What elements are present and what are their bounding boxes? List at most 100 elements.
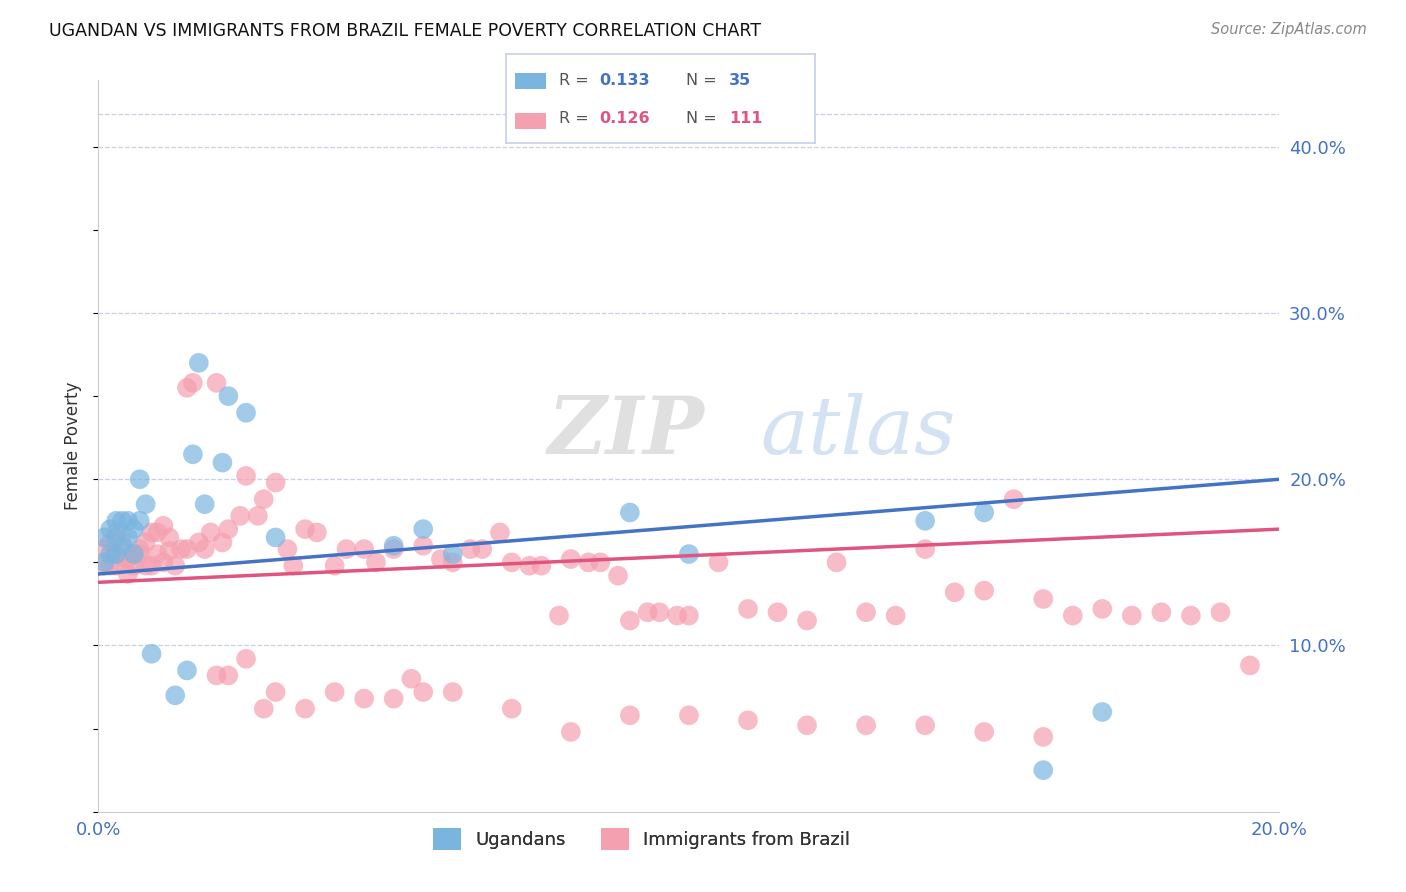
- Point: [666, 608, 689, 623]
- Point: [111, 535, 134, 549]
- Point: [678, 547, 700, 561]
- Point: [122, 558, 145, 573]
- Point: [135, 535, 157, 549]
- Text: 0.133: 0.133: [599, 73, 650, 87]
- Point: [796, 718, 818, 732]
- Point: [501, 555, 523, 569]
- Point: [93, 530, 115, 544]
- Point: [648, 605, 671, 619]
- Point: [176, 542, 198, 557]
- Point: [619, 708, 641, 723]
- Text: 35: 35: [728, 73, 751, 87]
- Point: [98, 547, 121, 561]
- Point: [914, 514, 936, 528]
- Point: [973, 583, 995, 598]
- Y-axis label: Female Poverty: Female Poverty: [65, 382, 83, 510]
- Text: atlas: atlas: [759, 392, 955, 470]
- Point: [364, 555, 387, 569]
- Point: [181, 447, 204, 461]
- Text: R =: R =: [558, 73, 593, 87]
- Point: [943, 585, 966, 599]
- Point: [135, 497, 157, 511]
- Point: [157, 530, 180, 544]
- Point: [460, 542, 482, 557]
- Point: [619, 614, 641, 628]
- Point: [1180, 608, 1202, 623]
- Point: [294, 522, 316, 536]
- Point: [105, 514, 128, 528]
- Bar: [516, 113, 547, 129]
- Point: [1091, 602, 1114, 616]
- Point: [93, 555, 115, 569]
- Point: [276, 542, 298, 557]
- Point: [111, 539, 134, 553]
- Point: [737, 714, 759, 728]
- Point: [194, 542, 217, 557]
- Point: [111, 550, 134, 565]
- Point: [246, 508, 269, 523]
- Text: 0.126: 0.126: [599, 112, 650, 126]
- Point: [128, 547, 150, 561]
- Point: [914, 542, 936, 557]
- Text: N =: N =: [686, 73, 721, 87]
- Point: [412, 539, 434, 553]
- Point: [855, 718, 877, 732]
- Point: [430, 552, 453, 566]
- Point: [217, 668, 239, 682]
- Point: [796, 614, 818, 628]
- Point: [141, 647, 163, 661]
- Point: [855, 605, 877, 619]
- Point: [589, 555, 612, 569]
- Point: [637, 605, 659, 619]
- Point: [105, 525, 128, 540]
- Point: [93, 558, 115, 573]
- Point: [93, 542, 115, 557]
- Point: [205, 668, 228, 682]
- Point: [825, 555, 848, 569]
- Point: [283, 558, 305, 573]
- Point: [766, 605, 789, 619]
- Point: [187, 535, 209, 549]
- Point: [1209, 605, 1232, 619]
- Point: [264, 685, 287, 699]
- Point: [117, 552, 139, 566]
- Point: [578, 555, 600, 569]
- Point: [152, 518, 174, 533]
- Point: [619, 506, 641, 520]
- Point: [117, 530, 139, 544]
- Point: [737, 602, 759, 616]
- Point: [441, 547, 464, 561]
- Point: [1032, 763, 1054, 777]
- Point: [165, 689, 187, 703]
- Point: [323, 685, 346, 699]
- Legend: Ugandans, Immigrants from Brazil: Ugandans, Immigrants from Brazil: [426, 821, 858, 857]
- Point: [141, 525, 163, 540]
- Point: [211, 535, 233, 549]
- Point: [170, 542, 193, 557]
- Point: [914, 718, 936, 732]
- Point: [176, 664, 198, 678]
- Point: [253, 701, 276, 715]
- Point: [678, 708, 700, 723]
- Point: [323, 558, 346, 573]
- Bar: [516, 73, 547, 89]
- Point: [117, 567, 139, 582]
- Text: UGANDAN VS IMMIGRANTS FROM BRAZIL FEMALE POVERTY CORRELATION CHART: UGANDAN VS IMMIGRANTS FROM BRAZIL FEMALE…: [49, 22, 761, 40]
- Point: [181, 376, 204, 390]
- Point: [382, 539, 405, 553]
- Point: [146, 547, 169, 561]
- Point: [157, 543, 180, 558]
- Point: [560, 552, 582, 566]
- Point: [98, 535, 121, 549]
- Point: [128, 514, 150, 528]
- Text: Source: ZipAtlas.com: Source: ZipAtlas.com: [1211, 22, 1367, 37]
- Point: [253, 492, 276, 507]
- Point: [530, 558, 553, 573]
- Point: [264, 475, 287, 490]
- Point: [235, 652, 257, 666]
- Point: [176, 381, 198, 395]
- Point: [305, 525, 328, 540]
- Text: R =: R =: [558, 112, 593, 126]
- Point: [194, 497, 217, 511]
- Point: [489, 525, 512, 540]
